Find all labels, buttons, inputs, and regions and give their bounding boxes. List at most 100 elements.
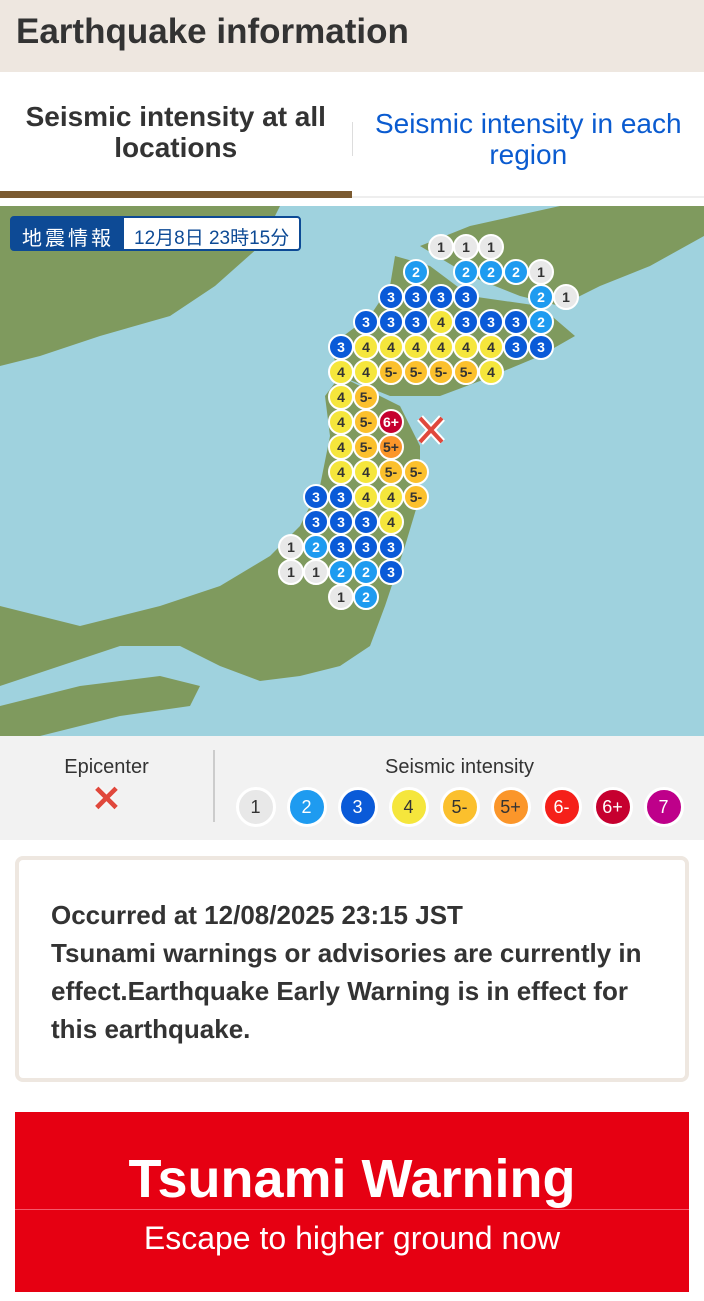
marker-label: 1 (337, 589, 345, 605)
intensity-marker[interactable]: 3 (378, 534, 404, 560)
marker-label: 3 (312, 489, 320, 505)
intensity-marker[interactable]: 3 (453, 309, 479, 335)
intensity-marker[interactable]: 3 (403, 284, 429, 310)
intensity-marker[interactable]: 3 (303, 509, 329, 535)
intensity-marker[interactable]: 1 (478, 234, 504, 260)
marker-label: 3 (387, 539, 395, 555)
intensity-marker[interactable]: 3 (353, 309, 379, 335)
intensity-marker[interactable]: 1 (428, 234, 454, 260)
intensity-marker[interactable]: 1 (453, 234, 479, 260)
marker-label: 3 (362, 314, 370, 330)
intensity-marker[interactable]: 4 (328, 384, 354, 410)
intensity-marker[interactable]: 4 (428, 334, 454, 360)
intensity-marker[interactable]: 2 (403, 259, 429, 285)
intensity-marker[interactable]: 3 (428, 284, 454, 310)
marker-label: 4 (337, 464, 345, 480)
intensity-marker[interactable]: 3 (503, 334, 529, 360)
intensity-marker[interactable]: 4 (353, 359, 379, 385)
intensity-marker[interactable]: 2 (478, 259, 504, 285)
marker-label: 5- (360, 439, 373, 455)
intensity-marker[interactable]: 1 (528, 259, 554, 285)
marker-label: 5- (385, 464, 398, 480)
marker-label: 4 (487, 339, 495, 355)
intensity-marker[interactable]: 4 (403, 334, 429, 360)
intensity-level-7: 7 (643, 787, 684, 827)
intensity-marker[interactable]: 5- (403, 484, 429, 510)
intensity-marker[interactable]: 3 (503, 309, 529, 335)
intensity-marker[interactable]: 5- (353, 409, 379, 435)
intensity-marker[interactable]: 4 (328, 409, 354, 435)
intensity-marker[interactable]: 3 (403, 309, 429, 335)
marker-label: 3 (312, 514, 320, 530)
intensity-marker[interactable]: 5- (403, 459, 429, 485)
intensity-marker[interactable]: 4 (328, 359, 354, 385)
marker-label: 3 (487, 314, 495, 330)
intensity-marker[interactable]: 2 (528, 309, 554, 335)
intensity-marker[interactable]: 4 (453, 334, 479, 360)
intensity-marker[interactable]: 4 (353, 334, 379, 360)
intensity-marker[interactable]: 3 (303, 484, 329, 510)
intensity-marker[interactable]: 4 (378, 509, 404, 535)
marker-label: 5- (435, 364, 448, 380)
marker-label: 4 (362, 364, 370, 380)
marker-label: 4 (337, 364, 345, 380)
intensity-marker[interactable]: 4 (328, 459, 354, 485)
intensity-marker[interactable]: 4 (428, 309, 454, 335)
intensity-map[interactable]: 6+ 5+ 5- 5- 5- 5- 5- 5- 5- 5- 5- 5- 4 4 4 4 4 4 4 4 4 4 4 4 4 4 4 4… (0, 206, 704, 736)
intensity-marker[interactable]: 3 (328, 534, 354, 560)
intensity-marker[interactable]: 3 (528, 334, 554, 360)
x-mark-icon: ✕ (91, 778, 122, 819)
intensity-marker[interactable]: 3 (378, 284, 404, 310)
intensity-marker[interactable]: 6+ (378, 409, 404, 435)
intensity-marker[interactable]: 5- (428, 359, 454, 385)
tab-all-locations[interactable]: Seismic intensity at all locations (0, 72, 352, 198)
intensity-marker[interactable]: 2 (328, 559, 354, 585)
intensity-marker[interactable]: 5- (378, 459, 404, 485)
intensity-marker[interactable]: 5- (403, 359, 429, 385)
intensity-marker[interactable]: 3 (478, 309, 504, 335)
intensity-marker[interactable]: 4 (378, 334, 404, 360)
intensity-marker[interactable]: 4 (478, 334, 504, 360)
intensity-level-6+: 6+ (592, 787, 633, 827)
intensity-marker[interactable]: 1 (278, 559, 304, 585)
intensity-marker[interactable]: 5+ (378, 434, 404, 460)
intensity-marker[interactable]: 5- (353, 384, 379, 410)
intensity-marker[interactable]: 3 (453, 284, 479, 310)
intensity-level-5+: 5+ (490, 787, 531, 827)
intensity-marker[interactable]: 2 (453, 259, 479, 285)
tab-bar: Seismic intensity at all locations Seism… (0, 72, 704, 198)
intensity-marker[interactable]: 3 (353, 534, 379, 560)
marker-label: 2 (312, 539, 320, 555)
intensity-marker[interactable]: 4 (353, 484, 379, 510)
marker-label: 5+ (383, 439, 399, 455)
intensity-marker[interactable]: 4 (328, 434, 354, 460)
land-honshu (0, 376, 420, 686)
intensity-marker[interactable]: 1 (553, 284, 579, 310)
intensity-marker[interactable]: 5- (353, 434, 379, 460)
intensity-marker[interactable]: 2 (353, 559, 379, 585)
intensity-marker[interactable]: 3 (378, 309, 404, 335)
tsunami-warning-banner[interactable]: Tsunami Warning Escape to higher ground … (15, 1112, 689, 1292)
intensity-marker[interactable]: 2 (303, 534, 329, 560)
intensity-marker[interactable]: 5- (378, 359, 404, 385)
intensity-marker[interactable]: 3 (328, 334, 354, 360)
intensity-marker[interactable]: 3 (378, 559, 404, 585)
marker-label: 3 (512, 339, 520, 355)
intensity-marker[interactable]: 4 (378, 484, 404, 510)
intensity-marker[interactable]: 3 (328, 509, 354, 535)
intensity-marker[interactable]: 4 (353, 459, 379, 485)
intensity-marker[interactable]: 5- (453, 359, 479, 385)
intensity-marker[interactable]: 4 (478, 359, 504, 385)
intensity-marker[interactable]: 2 (503, 259, 529, 285)
intensity-marker[interactable]: 2 (353, 584, 379, 610)
marker-label: 3 (387, 289, 395, 305)
map-info-badge: 地震情報 12月8日 23時15分 (10, 216, 302, 251)
intensity-marker[interactable]: 1 (303, 559, 329, 585)
intensity-marker[interactable]: 3 (353, 509, 379, 535)
intensity-marker[interactable]: 3 (328, 484, 354, 510)
tab-each-region[interactable]: Seismic intensity in each region (351, 108, 704, 170)
intensity-marker[interactable]: 1 (278, 534, 304, 560)
intensity-marker[interactable]: 1 (328, 584, 354, 610)
marker-label: 2 (362, 564, 370, 580)
intensity-marker[interactable]: 2 (528, 284, 554, 310)
